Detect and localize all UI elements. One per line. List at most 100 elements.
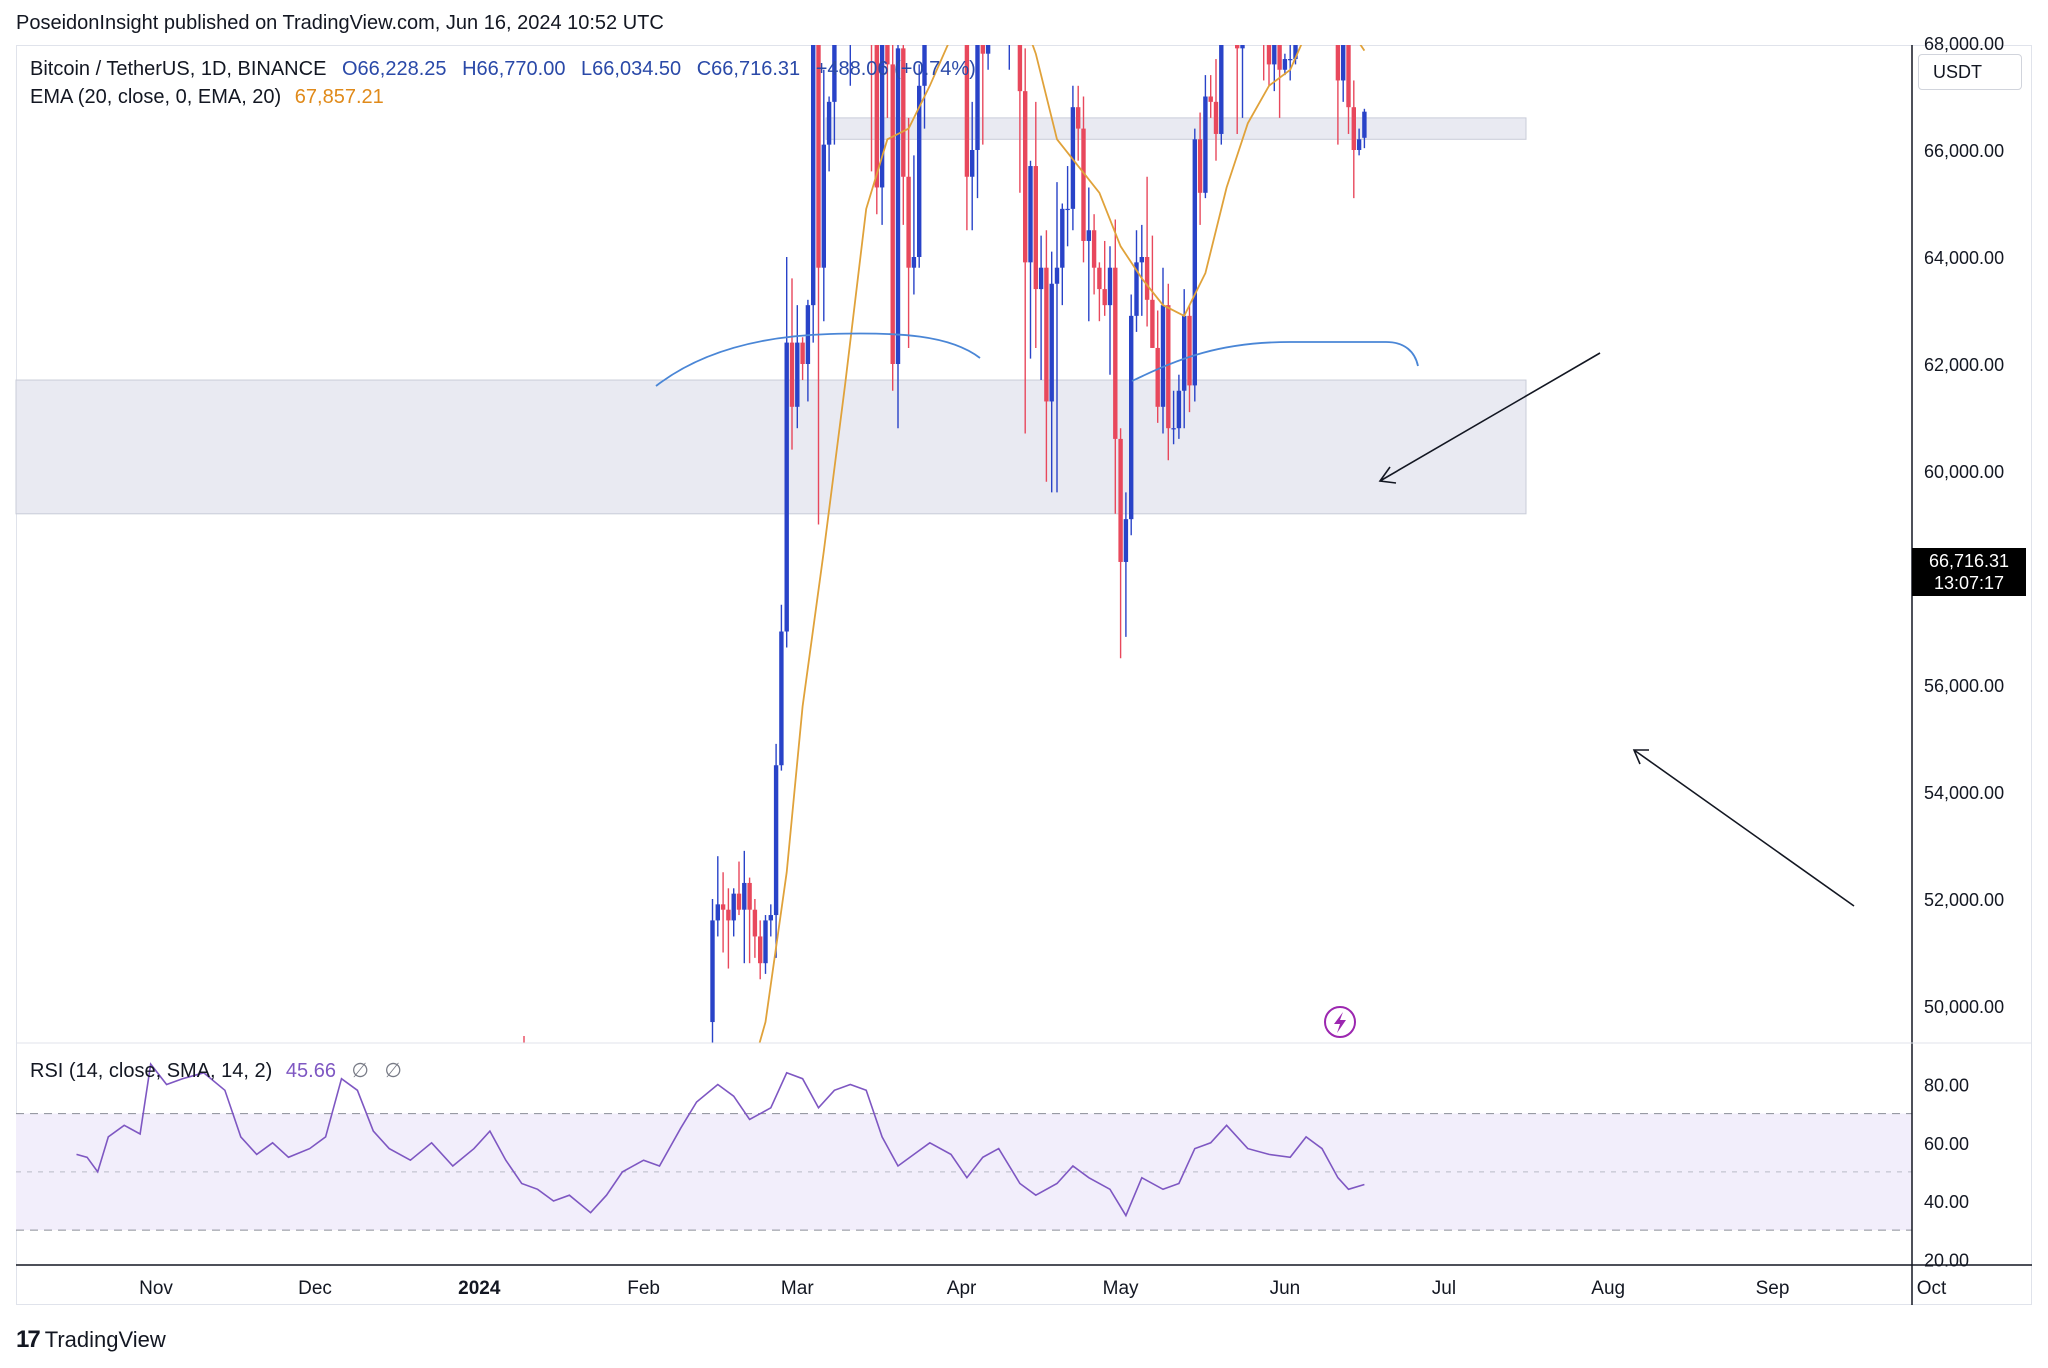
candle-62 [1038, 235, 1044, 381]
time-tick-label: Oct [1917, 1278, 1947, 1299]
price-tick-label: 50,000.00 [1924, 997, 2004, 1017]
symbol-title: Bitcoin / TetherUS, 1D, BINANCE [30, 58, 327, 80]
symbol-legend: Bitcoin / TetherUS, 1D, BINANCE O66,228.… [30, 58, 986, 81]
candle-58 [1017, 45, 1023, 193]
price-tick-label: 52,000.00 [1924, 890, 2004, 910]
candle-90 [1187, 305, 1192, 413]
candle-118 [1335, 45, 1341, 145]
footer-brand-text: TradingView [44, 1327, 166, 1352]
rsi-bands-layer [16, 1113, 1912, 1231]
candle-47 [959, 0, 963, 38]
candle-6 [742, 850, 747, 964]
candle-111 [1299, 0, 1303, 16]
price-tick-label: 62,000.00 [1924, 355, 2004, 375]
candle-7 [747, 877, 752, 964]
candle-70 [1081, 96, 1086, 263]
candle-48 [964, 45, 970, 231]
legend-low: L66,034.50 [581, 58, 682, 80]
candle-108 [1282, 53, 1288, 76]
candle-49 [970, 101, 975, 231]
time-tick-label: Aug [1591, 1278, 1625, 1299]
last-price-value: 66,716.31 [1928, 551, 2010, 571]
price-tick-label: 60,000.00 [1924, 462, 2004, 482]
candle-20 [816, 45, 821, 525]
sr-zone-1 [825, 117, 1527, 140]
top-arc-left [655, 332, 981, 387]
candle-76 [1113, 219, 1118, 514]
candle-77 [1118, 428, 1123, 659]
currency-selector[interactable]: USDT [1918, 54, 2022, 90]
candle-84 [1155, 310, 1160, 423]
candle-87 [1171, 390, 1176, 445]
rsi-tick-label: 60.00 [1924, 1134, 1969, 1154]
annotations-layer [655, 332, 1855, 1038]
candle-40 [922, 45, 927, 129]
candle-27 [853, 0, 857, 11]
candle-10 [763, 915, 768, 974]
lightning-icon[interactable] [1324, 1006, 1356, 1038]
candle-60 [1028, 160, 1033, 359]
arrow-support [1633, 749, 1855, 907]
rsi-legend-label: RSI (14, close, SMA, 14, 2) [30, 1060, 273, 1082]
time-tick-label: May [1103, 1278, 1139, 1299]
candle-52 [985, 45, 991, 70]
candle-67 [1065, 166, 1070, 247]
ema-line [758, 45, 1366, 1043]
candle-63 [1044, 230, 1049, 482]
candles-layer [523, 0, 1367, 1043]
candle-19 [811, 45, 816, 343]
candle-37 [906, 117, 911, 348]
candle-105 [1266, 45, 1272, 86]
candle-39 [917, 64, 922, 268]
candle-9 [758, 920, 763, 980]
candle-30 [870, 45, 873, 172]
candle-17 [800, 337, 805, 381]
candle-75 [1107, 246, 1113, 375]
candle-23 [832, 45, 837, 145]
candle-38 [911, 155, 917, 295]
candle-121 [1351, 80, 1356, 199]
time-tick-label: Jul [1432, 1278, 1456, 1299]
candle-59 [1023, 48, 1028, 434]
candle-69 [1076, 85, 1081, 161]
candle-107 [1277, 45, 1282, 118]
legend-change: +488.06 (+0.74%) [815, 58, 976, 80]
price-tick-label: 56,000.00 [1924, 676, 2004, 696]
candle-73 [1097, 262, 1102, 322]
time-tick-label: Dec [298, 1278, 332, 1299]
candle-4 [731, 888, 736, 937]
tradingview-logo-icon: 17 [16, 1326, 41, 1353]
candle-42 [933, 0, 937, 22]
rsi-line [76, 1062, 1365, 1218]
candle-3 [726, 888, 731, 969]
footer-brand[interactable]: 17 TradingView [16, 1326, 166, 1354]
candle-35 [895, 45, 901, 429]
candle-34 [890, 45, 895, 391]
candle-123 [1362, 108, 1367, 149]
candle-1 [715, 856, 720, 937]
rsi-tick-label: 20.00 [1924, 1250, 1969, 1270]
candle-85 [1160, 267, 1166, 434]
rsi-tick-label: 40.00 [1924, 1192, 1969, 1212]
candle-102 [1251, 0, 1255, 32]
candle-5 [736, 861, 742, 916]
price-tick-label: 64,000.00 [1924, 248, 2004, 268]
candle-21 [821, 69, 826, 322]
arrow-head-support [1632, 749, 1649, 765]
candle-32 [879, 45, 885, 225]
candle-91 [1192, 128, 1197, 402]
time-tick-label: 2024 [458, 1278, 501, 1299]
candle-64 [1049, 251, 1054, 493]
price-tick-label: 54,000.00 [1924, 783, 2004, 803]
candle-51 [980, 45, 985, 145]
time-tick-label: Nov [139, 1278, 173, 1299]
candle-24 [838, 11, 842, 43]
candle-119 [1341, 45, 1346, 102]
candle-72 [1091, 214, 1097, 295]
candle-36 [901, 45, 906, 225]
time-tick-label: Feb [627, 1278, 660, 1299]
sr-zone-2 [15, 379, 1527, 515]
time-tick-label: Apr [947, 1278, 977, 1299]
candle-120 [1346, 45, 1351, 134]
